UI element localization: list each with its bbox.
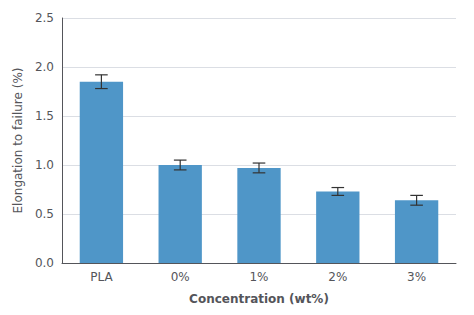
svg-text:2%: 2% [328,270,347,284]
svg-text:0.0: 0.0 [35,256,54,270]
svg-text:1.5: 1.5 [35,109,54,123]
svg-text:3%: 3% [407,270,426,284]
svg-text:Elongation to failure (%): Elongation to failure (%) [11,68,25,214]
svg-text:1%: 1% [249,270,268,284]
svg-text:0.5: 0.5 [35,207,54,221]
svg-text:1.0: 1.0 [35,158,54,172]
svg-text:2.5: 2.5 [35,11,54,25]
svg-text:PLA: PLA [90,270,113,284]
svg-text:0%: 0% [171,270,190,284]
svg-text:2.0: 2.0 [35,60,54,74]
svg-text:Concentration (wt%): Concentration (wt%) [189,292,329,306]
